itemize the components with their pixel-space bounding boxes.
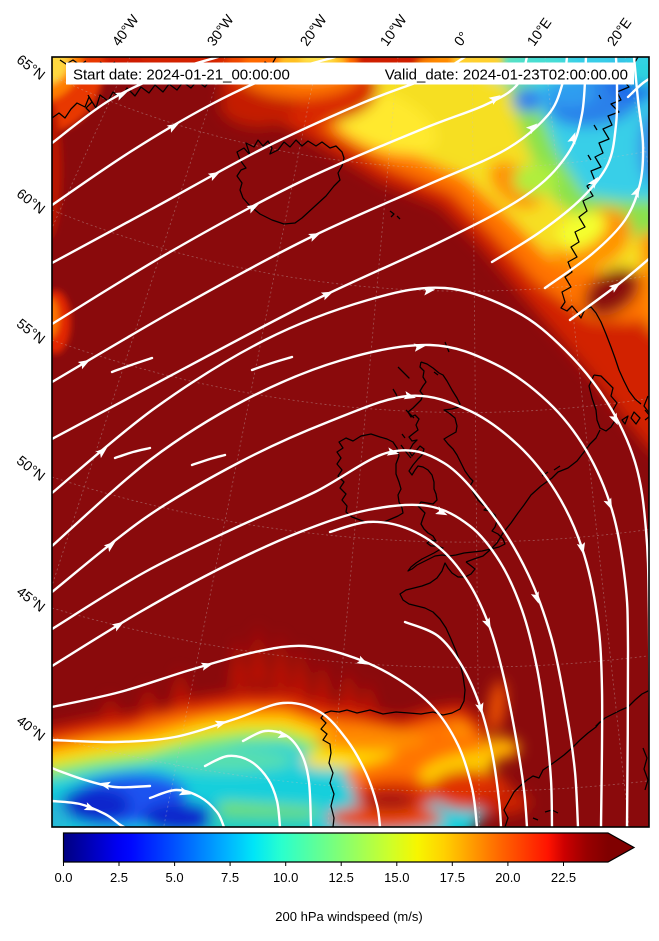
svg-text:0.0: 0.0 <box>54 870 72 885</box>
svg-text:20.0: 20.0 <box>495 870 520 885</box>
svg-text:Valid_date: 2024-01-23T02:00:0: Valid_date: 2024-01-23T02:00:00.00 <box>385 67 628 84</box>
svg-text:7.5: 7.5 <box>221 870 239 885</box>
svg-text:Start date: 2024-01-21_00:00:0: Start date: 2024-01-21_00:00:00 <box>73 67 290 84</box>
svg-text:22.5: 22.5 <box>551 870 576 885</box>
svg-text:17.5: 17.5 <box>440 870 465 885</box>
svg-text:200 hPa windspeed (m/s): 200 hPa windspeed (m/s) <box>275 909 422 924</box>
svg-text:2.5: 2.5 <box>110 870 128 885</box>
svg-text:10.0: 10.0 <box>273 870 298 885</box>
svg-text:12.5: 12.5 <box>329 870 354 885</box>
svg-text:15.0: 15.0 <box>384 870 409 885</box>
svg-text:5.0: 5.0 <box>166 870 184 885</box>
